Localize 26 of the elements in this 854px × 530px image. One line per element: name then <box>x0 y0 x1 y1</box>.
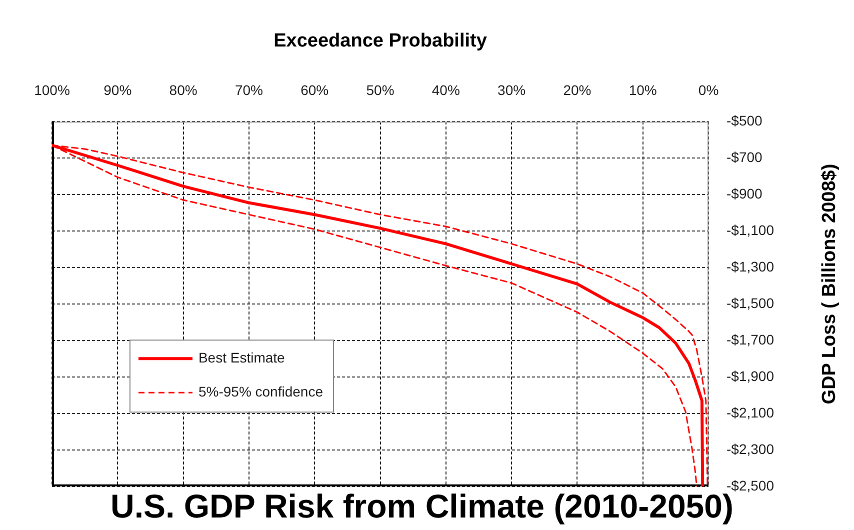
y-tick-label: -$2,300 <box>726 440 774 457</box>
y-tick-label: -$500 <box>726 112 763 128</box>
y-tick-label: -$1,700 <box>726 331 774 348</box>
y-tick-label: -$900 <box>726 185 763 202</box>
x-tick-label: 50% <box>366 82 394 98</box>
x-tick-label: 90% <box>104 82 132 98</box>
x-tick-label: 80% <box>169 82 198 98</box>
legend-label: Best Estimate <box>198 349 286 366</box>
x-tick-label: 70% <box>234 82 263 98</box>
x-tick-label: 30% <box>498 82 526 98</box>
x-tick-label: 0% <box>698 82 719 98</box>
y-axis-title: GDP Loss ( Billions 2008$) <box>819 164 840 404</box>
y-tick-label: -$1,100 <box>726 222 774 238</box>
y-tick-label: -$2,100 <box>726 404 774 420</box>
y-tick-label: -$2,500 <box>726 477 774 494</box>
y-tick-label: -$1,300 <box>726 258 774 274</box>
x-tick-label: 10% <box>628 82 657 98</box>
y-tick-label: -$1,500 <box>726 294 774 311</box>
y-tick-label: -$1,900 <box>726 368 774 384</box>
x-tick-label: 40% <box>432 82 460 98</box>
x-tick-label: 20% <box>563 82 592 98</box>
legend-label: 5%-95% confidence <box>198 383 324 400</box>
y-tick-label: -$700 <box>726 148 763 165</box>
x-axis-title: Exceedance Probability <box>274 30 488 52</box>
x-tick-label: 60% <box>300 82 329 98</box>
x-tick-label: 100% <box>34 82 70 98</box>
